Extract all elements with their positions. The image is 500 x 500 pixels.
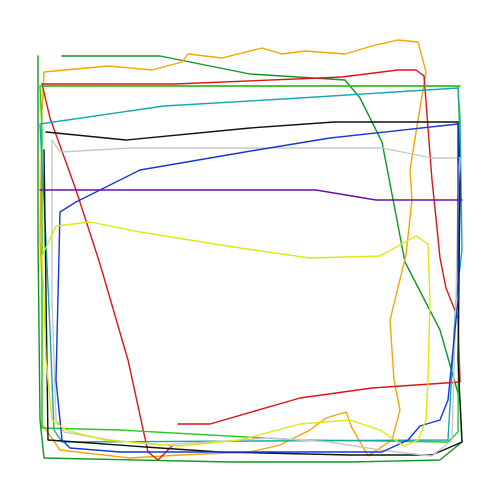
strokes-layer <box>37 39 463 463</box>
stroke-red-2 <box>41 83 173 461</box>
stroke-red <box>41 69 461 425</box>
stroke-yellow <box>41 221 431 447</box>
stroke-light-gray <box>51 139 461 457</box>
stroke-blue <box>55 123 459 453</box>
stroke-orange <box>39 39 427 459</box>
stroke-black <box>43 121 463 456</box>
stroke-purple <box>39 189 463 201</box>
